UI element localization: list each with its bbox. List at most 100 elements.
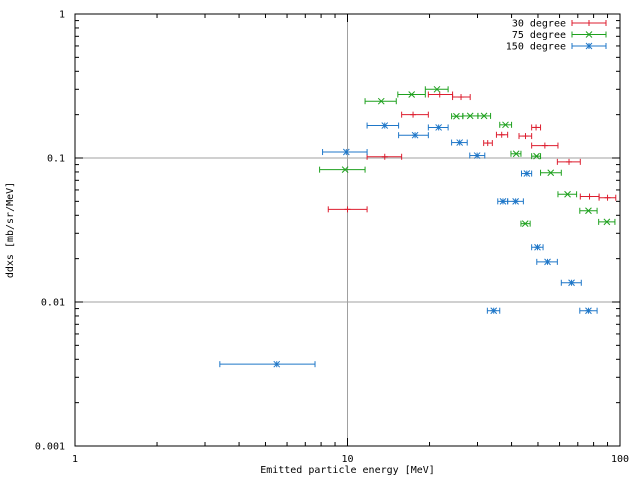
data-point [556,158,581,165]
data-point [424,85,449,93]
point-marker [411,131,419,139]
data-point [366,153,403,160]
point-marker [604,194,611,201]
data-point [322,148,368,156]
data-point [531,142,559,149]
x-tick-label: 10 [341,454,353,465]
legend-item: 75 degree [512,30,607,41]
series-1 [327,91,617,213]
point-marker [458,94,465,101]
data-point [427,124,449,131]
data-point [499,121,513,129]
data-point [364,97,397,105]
point-marker [523,170,531,177]
data-point [469,152,486,159]
data-point [557,190,578,198]
axis-ticks: 1 10 100 0.001 0.01 0.1 1 [35,10,629,466]
point-marker [568,279,575,287]
point-marker [512,150,520,158]
y-tick-label: 0.1 [47,154,65,165]
data-point [598,194,617,201]
data-point [510,150,522,158]
data-point [540,169,562,177]
point-marker [484,140,491,147]
data-point [560,279,582,287]
point-marker [410,111,417,118]
point-marker [498,131,505,138]
data-point [398,131,429,139]
legend-marker [585,42,593,50]
data-point [579,307,598,315]
point-marker [341,166,349,174]
data-point [520,170,533,177]
point-marker [273,360,281,368]
point-marker [544,258,551,266]
point-marker [541,142,548,149]
data-point [507,197,524,205]
data-point [327,206,368,213]
series-2 [319,85,616,228]
point-marker [585,307,592,315]
data-point [536,258,558,266]
point-marker [453,112,460,120]
data-point [483,140,493,147]
data-point [462,112,479,120]
data-point [451,139,468,146]
point-marker [480,112,488,120]
point-marker [435,124,442,131]
point-marker [408,91,416,98]
legend-marker [585,31,593,38]
point-marker [564,190,571,198]
y-tick-label: 0.01 [41,298,65,309]
y-axis-label: ddxs [mb/sr/MeV] [5,182,16,278]
point-marker [533,152,540,160]
point-marker [466,112,474,120]
point-marker [521,220,529,228]
point-marker [342,148,350,156]
data-point [366,122,400,129]
legend-item: 30 degree [512,19,607,30]
data-point [579,207,598,215]
data-point [520,220,531,228]
data-point [397,91,426,98]
data-point [531,152,542,160]
legend-label: 75 degree [512,30,566,41]
point-marker [377,97,385,105]
y-tick-label: 1 [59,10,65,21]
point-marker [585,207,592,215]
x-tick-label: 100 [611,454,629,465]
data-point [486,307,501,315]
point-marker [534,243,541,251]
y-tick-label: 0.001 [35,442,65,453]
point-marker [502,121,509,129]
data-point [531,243,544,251]
data-point [495,131,509,138]
point-marker [522,133,529,140]
legend-label: 150 degree [506,42,566,53]
data-series [219,85,617,368]
data-point [598,218,616,226]
data-point [452,94,471,101]
legend-item: 150 degree [506,42,607,53]
grid-lines [75,14,620,446]
legend-label: 30 degree [512,19,566,30]
legend-marker [586,20,592,26]
point-marker [586,193,593,200]
point-marker [512,197,519,205]
data-point [319,166,366,174]
x-axis-label: Emitted particle energy [MeV] [260,465,435,476]
point-marker [533,124,540,131]
x-tick-label: 1 [72,454,78,465]
point-marker [381,153,388,160]
point-marker [344,206,351,213]
series-3 [219,122,598,368]
point-marker [490,307,498,315]
data-point [518,133,533,140]
point-marker [473,152,481,159]
data-point [477,112,492,120]
data-point [401,111,429,118]
point-marker [566,158,573,165]
